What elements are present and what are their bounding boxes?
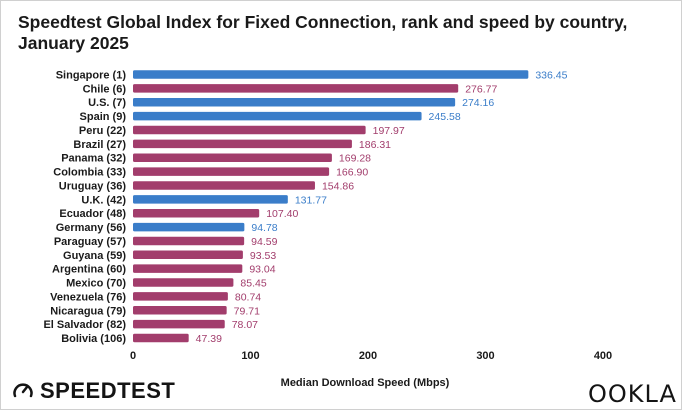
bar: [133, 167, 330, 176]
category-label: Peru (22): [79, 125, 126, 137]
category-label: El Salvador (82): [43, 319, 126, 331]
value-label: 94.78: [251, 222, 277, 234]
category-label: Ecuador (48): [59, 208, 126, 220]
value-label: 94.59: [251, 236, 277, 248]
bar: [133, 139, 352, 149]
category-label: Bolivia (106): [61, 333, 126, 345]
x-tick-label: 100: [241, 350, 259, 362]
value-label: 154.86: [322, 180, 354, 192]
category-label: Argentina (60): [52, 264, 126, 276]
ookla-logo: OOKLA: [588, 380, 677, 408]
bar: [133, 97, 456, 107]
value-label: 166.90: [336, 167, 368, 179]
category-label: Paraguay (57): [54, 236, 126, 248]
category-label: Colombia (33): [53, 167, 126, 179]
bar: [133, 306, 227, 315]
bar: [133, 208, 260, 218]
speedtest-logo: SPEEDTEST: [12, 378, 175, 404]
category-label: Brazil (27): [73, 139, 126, 151]
bar: [133, 153, 332, 162]
value-label: 93.53: [250, 250, 276, 262]
value-label: 274.16: [462, 97, 494, 109]
chart-title: Speedtest Global Index for Fixed Connect…: [18, 12, 628, 53]
bar: [133, 111, 422, 121]
category-label: Germany (56): [56, 222, 127, 234]
x-tick-label: 200: [359, 350, 377, 362]
value-label: 80.74: [235, 291, 261, 303]
value-label: 85.45: [240, 278, 266, 290]
bar: [133, 333, 189, 343]
category-label: Singapore (1): [56, 70, 127, 82]
bar: [133, 264, 243, 273]
category-label: U.S. (7): [88, 97, 126, 109]
bar: [133, 236, 245, 246]
category-label: Panama (32): [61, 153, 126, 165]
value-label: 197.97: [373, 125, 405, 137]
bar: [133, 222, 245, 232]
x-tick-label: 0: [130, 350, 136, 362]
value-label: 186.31: [359, 139, 391, 151]
bar: [133, 278, 234, 287]
value-label: 93.04: [249, 264, 275, 276]
category-label: Spain (9): [80, 111, 127, 123]
bar: [133, 195, 288, 204]
value-label: 78.07: [232, 319, 258, 331]
category-label: Nicaragua (79): [50, 305, 126, 317]
category-label: Venezuela (76): [50, 291, 126, 303]
category-label: Chile (6): [83, 83, 127, 95]
bar: [133, 84, 459, 93]
gauge-icon: [13, 383, 33, 398]
value-label: 131.77: [295, 194, 327, 206]
x-tick-label: 400: [594, 350, 612, 362]
category-label: Guyana (59): [63, 250, 126, 262]
category-label: Mexico (70): [66, 278, 126, 290]
x-axis-label: Median Download Speed (Mbps): [280, 377, 450, 389]
value-label: 336.45: [535, 70, 567, 82]
value-label: 79.71: [234, 305, 260, 317]
bar: [133, 319, 225, 329]
bar: [133, 181, 315, 190]
value-label: 169.28: [339, 153, 371, 165]
bar: [133, 125, 366, 135]
value-label: 245.58: [429, 111, 461, 123]
value-label: 107.40: [266, 208, 298, 220]
value-label: 276.77: [465, 83, 497, 95]
bar: [133, 292, 228, 301]
bar: [133, 70, 529, 79]
speedtest-wordmark: SPEEDTEST: [40, 378, 176, 403]
category-label: Uruguay (36): [59, 180, 127, 192]
category-label: U.K. (42): [81, 194, 126, 206]
bar: [133, 250, 243, 260]
x-tick-label: 300: [476, 350, 494, 362]
value-label: 47.39: [196, 333, 222, 345]
